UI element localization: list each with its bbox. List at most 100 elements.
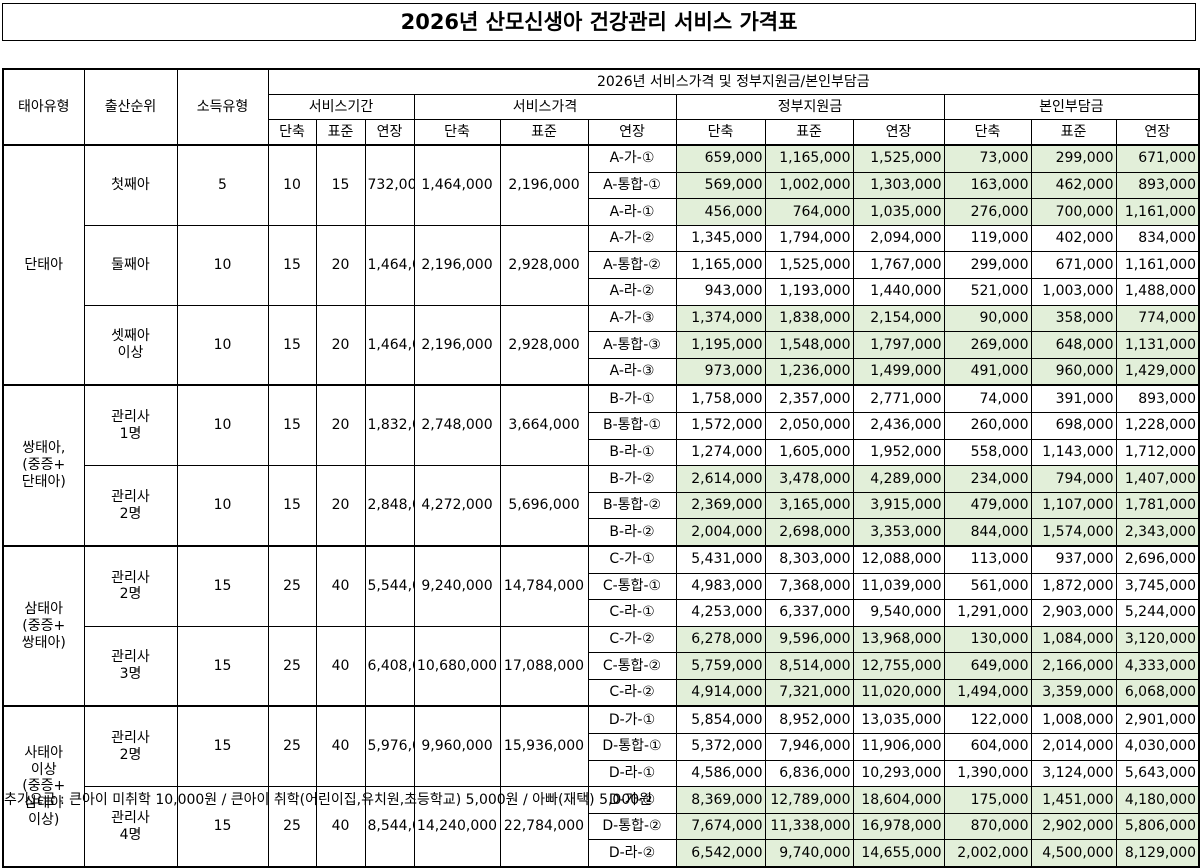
self-payment: 402,000 — [1030, 224, 1117, 253]
self-payment: 4,500,000 — [1030, 839, 1117, 868]
gov-support: 14,655,000 — [852, 839, 945, 868]
gov-support: 1,794,000 — [764, 224, 854, 253]
gov-support: 10,293,000 — [852, 759, 945, 788]
income-type: A-라-③ — [587, 357, 677, 386]
service-period: 25 — [267, 705, 317, 788]
gov-support: 13,035,000 — [852, 705, 945, 735]
gov-support: 11,906,000 — [852, 733, 945, 761]
service-price: 9,960,000 — [413, 705, 501, 788]
gov-support: 12,789,000 — [764, 786, 854, 814]
income-type: A-가-① — [587, 143, 677, 173]
income-type: A-통합-① — [587, 171, 677, 200]
service-period: 40 — [315, 705, 366, 788]
gov-support: 943,000 — [675, 277, 766, 306]
service-price: 2,928,000 — [499, 304, 589, 386]
service-period: 40 — [315, 544, 366, 627]
table-row: 둘째아1015201,464,0002,196,0002,928,000A-가-… — [3, 224, 1200, 306]
gov-support: 4,983,000 — [675, 572, 766, 601]
service-period: 5 — [176, 143, 269, 226]
table-row: 서비스기간 서비스가격 정부지원금 본인부담금 — [3, 94, 1200, 120]
income-type: B-라-② — [587, 518, 677, 547]
self-payment: 299,000 — [943, 251, 1032, 279]
self-payment: 1,291,000 — [943, 599, 1032, 627]
table-row: B-라-① 1,274,000 1,605,000 1,952,000 558,000 1… — [3, 438, 1200, 467]
self-payment: 1,712,000 — [1115, 438, 1200, 467]
gov-support: 1,193,000 — [764, 277, 854, 306]
table-row: A-라-③ 973,000 1,236,000 1,499,000 491,000 960… — [3, 357, 1200, 386]
service-period: 15 — [315, 143, 366, 226]
self-payment: 1,781,000 — [1115, 491, 1200, 520]
gov-support: 7,674,000 — [675, 812, 766, 841]
gov-support: 4,914,000 — [675, 678, 766, 707]
income-type: B-통합-① — [587, 411, 677, 440]
self-payment: 2,166,000 — [1030, 652, 1117, 680]
income-type: C-가-① — [587, 544, 677, 574]
service-price: 5,976,000 — [364, 705, 415, 788]
service-price: 5,544,000 — [364, 544, 415, 627]
table-row: A-라-② 943,000 1,193,000 1,440,000 521,000 1,0… — [3, 277, 1200, 306]
gov-support: 764,000 — [764, 198, 854, 226]
gov-support: 1,345,000 — [675, 224, 766, 253]
service-period: 15 — [267, 304, 317, 386]
header-cell: 출산순위 — [83, 68, 178, 146]
table-row: A-통합-③ 1,195,000 1,548,000 1,797,000 269,000… — [3, 331, 1200, 359]
income-type: D-통합-② — [587, 812, 677, 841]
birth-order: 첫째아 — [83, 143, 178, 226]
service-price: 1,464,000 — [413, 143, 501, 226]
service-price: 14,784,000 — [499, 544, 589, 627]
self-payment: 122,000 — [943, 705, 1032, 735]
header-cell: 단축 — [943, 119, 1032, 146]
self-payment: 2,901,000 — [1115, 705, 1200, 735]
birth-order: 둘째아 — [83, 224, 178, 306]
self-payment: 5,643,000 — [1115, 759, 1200, 788]
header-cell: 연장 — [1115, 119, 1200, 146]
gov-support: 4,586,000 — [675, 759, 766, 788]
self-payment: 558,000 — [943, 438, 1032, 467]
self-payment: 1,161,000 — [1115, 198, 1200, 226]
gov-support: 2,614,000 — [675, 465, 766, 493]
self-payment: 4,180,000 — [1115, 786, 1200, 814]
self-payment: 2,343,000 — [1115, 518, 1200, 547]
self-payment: 479,000 — [943, 491, 1032, 520]
gov-support: 11,039,000 — [852, 572, 945, 601]
self-payment: 2,002,000 — [943, 839, 1032, 868]
gov-support: 9,596,000 — [764, 625, 854, 654]
service-period: 15 — [267, 224, 317, 306]
gov-support: 2,698,000 — [764, 518, 854, 547]
self-payment: 74,000 — [943, 384, 1032, 413]
self-payment: 5,806,000 — [1115, 812, 1200, 841]
table-row: A-통합-① 569,000 1,002,000 1,303,000 163,000 46… — [3, 171, 1200, 200]
birth-order: 관리사 2명 — [83, 465, 178, 547]
income-type: B-통합-② — [587, 491, 677, 520]
gov-support: 1,499,000 — [852, 357, 945, 386]
gov-support: 1,374,000 — [675, 304, 766, 333]
service-period: 40 — [315, 625, 366, 707]
self-payment: 700,000 — [1030, 198, 1117, 226]
gov-support: 1,572,000 — [675, 411, 766, 440]
self-payment: 1,084,000 — [1030, 625, 1117, 654]
service-price: 3,664,000 — [499, 384, 589, 467]
self-payment: 1,429,000 — [1115, 357, 1200, 386]
gov-support: 2,771,000 — [852, 384, 945, 413]
service-price: 2,196,000 — [499, 143, 589, 226]
self-payment: 604,000 — [943, 733, 1032, 761]
self-payment: 698,000 — [1030, 411, 1117, 440]
table-row: D-라-① 4,586,000 6,836,000 10,293,000 1,390,0… — [3, 759, 1200, 788]
gov-support: 13,968,000 — [852, 625, 945, 654]
self-payment: 3,359,000 — [1030, 678, 1117, 707]
gov-support: 4,253,000 — [675, 599, 766, 627]
self-payment: 4,030,000 — [1115, 733, 1200, 761]
self-payment: 1,451,000 — [1030, 786, 1117, 814]
table-row: B-통합-② 2,369,000 3,165,000 3,915,000 479,000… — [3, 491, 1200, 520]
service-price: 15,936,000 — [499, 705, 589, 788]
service-period: 15 — [267, 384, 317, 467]
gov-support: 1,303,000 — [852, 171, 945, 200]
service-price: 1,832,000 — [364, 384, 415, 467]
service-price: 732,000 — [364, 143, 415, 226]
birth-type: 삼태아 (중증+ 쌍태아) — [2, 544, 85, 707]
gov-support: 1,236,000 — [764, 357, 854, 386]
gov-support: 9,540,000 — [852, 599, 945, 627]
service-period: 15 — [176, 705, 269, 788]
table-row: 관리사 3명1525406,408,00010,680,00017,088,00… — [3, 625, 1200, 707]
self-payment: 1,228,000 — [1115, 411, 1200, 440]
